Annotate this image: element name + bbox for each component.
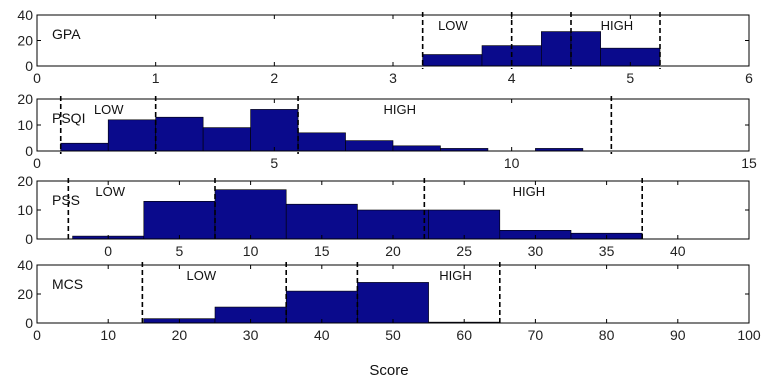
histogram-bar-pss-5 <box>428 209 501 240</box>
x-tick-label: 25 <box>456 243 472 259</box>
histogram-bar-psqi-1 <box>107 119 156 152</box>
y-tick-label: 40 <box>17 257 33 273</box>
x-tick-label: 40 <box>314 327 330 343</box>
histogram-bar-pss-3 <box>285 203 358 240</box>
region-label-high: HIGH <box>513 184 546 199</box>
histogram-bar-mcs-3 <box>357 282 429 324</box>
x-tick-label: 1 <box>152 70 160 86</box>
y-tick-label: 40 <box>17 7 33 23</box>
panel-label: MCS <box>52 276 83 292</box>
x-tick-label: 10 <box>243 243 259 259</box>
x-tick-label: 60 <box>456 327 472 343</box>
panel-psqi: 0 10 20 0 5 10 15 PSQI LOW HIGH <box>17 91 757 171</box>
region-label-low: LOW <box>187 268 217 283</box>
x-tick-label: 100 <box>737 327 761 343</box>
x-tick-label: 4 <box>508 70 516 86</box>
region-label-low: LOW <box>94 102 124 117</box>
panel-mcs: 0 20 40 0 10 20 30 40 50 60 70 80 90 100 MCS LOW HIGH <box>17 257 760 343</box>
y-tick-label: 20 <box>17 173 33 189</box>
x-tick-label: 2 <box>270 70 278 86</box>
region-label-high: HIGH <box>384 102 417 117</box>
histogram-bar-gpa-3 <box>570 31 601 67</box>
x-tick-label: 35 <box>599 243 615 259</box>
x-tick-label: 15 <box>741 155 757 171</box>
x-tick-label: 70 <box>528 327 544 343</box>
panel-gpa: 0 20 40 0 1 2 3 4 5 6 GPA LOW HIGH <box>17 7 753 86</box>
x-tick-label: 40 <box>670 243 686 259</box>
y-tick-label: 0 <box>25 315 33 331</box>
histogram-bar-pss-4 <box>357 209 429 240</box>
x-tick-label: 5 <box>176 243 184 259</box>
x-axis-title: Score <box>369 362 408 379</box>
x-tick-label: 6 <box>745 70 753 86</box>
x-tick-label: 0 <box>104 243 112 259</box>
x-tick-label: 20 <box>172 327 188 343</box>
x-tick-label: 30 <box>243 327 259 343</box>
x-tick-label: 90 <box>670 327 686 343</box>
y-tick-label: 20 <box>17 91 33 107</box>
x-tick-label: 0 <box>33 327 41 343</box>
panel-label: GPA <box>52 26 81 42</box>
histogram-bar-mcs-2 <box>285 290 358 324</box>
histogram-bar-psqi-4 <box>250 109 299 152</box>
x-tick-label: 80 <box>599 327 615 343</box>
histogram-bar-psqi-5 <box>297 132 346 152</box>
y-tick-label: 20 <box>17 286 33 302</box>
x-tick-label: 10 <box>504 155 520 171</box>
x-tick-label: 5 <box>626 70 634 86</box>
histogram-bar-gpa-2 <box>541 31 572 67</box>
region-label-low: LOW <box>438 18 468 33</box>
x-tick-label: 50 <box>385 327 401 343</box>
panel-label: PSQI <box>52 110 85 126</box>
panel-pss: 0 10 20 0 5 10 15 20 25 30 35 40 PSS LOW HIGH <box>17 173 750 259</box>
x-tick-label: 0 <box>33 70 41 86</box>
region-label-high: HIGH <box>439 268 472 283</box>
histogram-bar-gpa-0 <box>422 54 483 67</box>
histogram-bar-psqi-7 <box>392 145 441 152</box>
y-tick-label: 10 <box>17 117 33 133</box>
histogram-bar-pss-2 <box>214 189 287 240</box>
histogram-bar-psqi-3 <box>202 127 251 152</box>
y-tick-label: 20 <box>17 33 33 49</box>
histogram-bar-psqi-6 <box>345 140 394 152</box>
panel-label: PSS <box>52 192 80 208</box>
x-tick-label: 20 <box>385 243 401 259</box>
y-tick-label: 0 <box>25 143 33 159</box>
histogram-bar-pss-1 <box>143 201 216 240</box>
x-tick-label: 10 <box>100 327 116 343</box>
y-tick-label: 0 <box>25 231 33 247</box>
y-tick-label: 10 <box>17 202 33 218</box>
x-tick-label: 0 <box>33 155 41 171</box>
region-label-low: LOW <box>95 184 125 199</box>
y-tick-label: 0 <box>25 58 33 74</box>
histogram-bar-psqi-2 <box>155 116 204 152</box>
x-tick-label: 5 <box>270 155 278 171</box>
x-tick-label: 15 <box>314 243 330 259</box>
histogram-bar-psqi-0 <box>60 142 109 152</box>
x-tick-label: 30 <box>528 243 544 259</box>
region-label-high: HIGH <box>601 18 634 33</box>
x-tick-label: 3 <box>389 70 397 86</box>
